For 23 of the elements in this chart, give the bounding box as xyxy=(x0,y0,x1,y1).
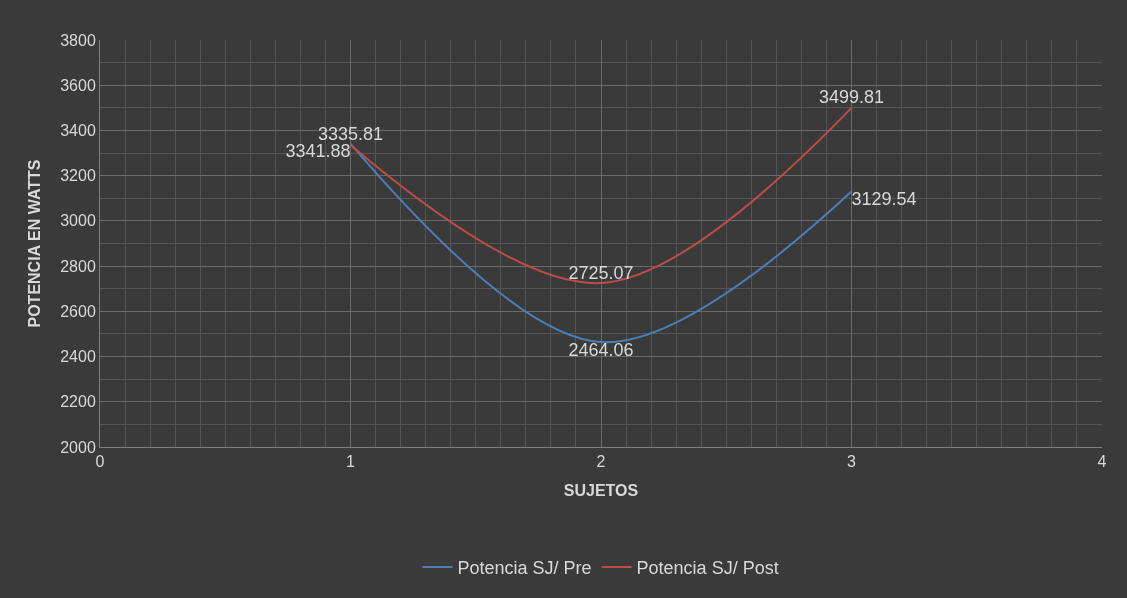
x-tick-label: 3 xyxy=(847,453,857,471)
y-tick-label: 3600 xyxy=(60,76,96,94)
legend-label: Potencia SJ/ Pre xyxy=(457,557,592,578)
data-label: 3499.81 xyxy=(818,87,885,108)
data-label: 3129.54 xyxy=(851,189,917,210)
x-tick-label: 1 xyxy=(346,453,356,471)
y-tick-label: 3800 xyxy=(60,31,96,49)
y-axis-title: POTENCIA EN WATTS xyxy=(26,159,44,328)
y-tick-label: 3000 xyxy=(60,212,96,230)
y-tick-label: 2000 xyxy=(60,438,96,456)
x-axis-title: SUJETOS xyxy=(563,481,639,499)
y-tick-label: 2400 xyxy=(60,348,96,366)
y-tick-label: 2800 xyxy=(60,257,96,275)
data-label: 2464.06 xyxy=(568,339,634,360)
data-label: 2725.07 xyxy=(568,262,634,283)
y-tick-label: 3200 xyxy=(60,167,96,185)
y-tick-label: 2600 xyxy=(60,302,96,320)
y-tick-label: 2200 xyxy=(60,393,96,411)
legend-label: Potencia SJ/ Post xyxy=(636,557,779,578)
x-tick-label: 0 xyxy=(95,453,105,471)
x-tick-label: 4 xyxy=(1097,453,1107,471)
x-tick-label: 2 xyxy=(596,453,606,471)
y-tick-label: 3400 xyxy=(60,122,96,140)
